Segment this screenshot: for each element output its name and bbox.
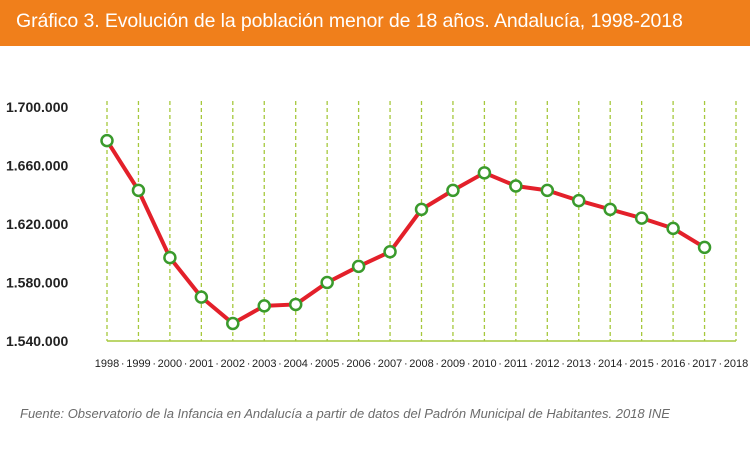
data-point-2007 bbox=[383, 245, 397, 259]
line-chart: 1.540.000 1.580.000 1.620.000 1.660.000 1.70… bbox=[6, 99, 748, 370]
x-tick-label-2006: 2006 bbox=[346, 358, 370, 370]
data-point-2008 bbox=[414, 202, 429, 217]
x-tick-label-2010: 2010 bbox=[472, 358, 496, 370]
data-point-2002 bbox=[226, 316, 240, 331]
x-tick-label-2011: 2011 bbox=[504, 358, 528, 370]
x-tick-separator: · bbox=[310, 358, 314, 370]
x-tick-label-2017: 2017 bbox=[692, 358, 716, 370]
data-point-2006 bbox=[351, 259, 366, 274]
x-tick-separator: · bbox=[435, 358, 439, 370]
data-point-2009 bbox=[446, 183, 460, 198]
x-tick-separator: · bbox=[561, 358, 565, 370]
data-point-2010 bbox=[477, 166, 492, 180]
data-point-1998 bbox=[100, 133, 114, 148]
x-tick-separator: · bbox=[404, 358, 408, 370]
x-tick-label-2008: 2008 bbox=[409, 358, 433, 370]
y-tick-label: 1.620.000 bbox=[6, 216, 68, 232]
data-point-2001 bbox=[194, 290, 209, 304]
y-tick-labels: 1.540.000 1.580.000 1.620.000 1.660.000 1.70… bbox=[6, 99, 68, 349]
data-point-2017 bbox=[697, 240, 712, 255]
x-tick-separator: · bbox=[278, 358, 282, 370]
x-tick-separator: · bbox=[372, 358, 376, 370]
x-tick-label-1998: 1998 bbox=[95, 358, 119, 370]
y-tick-label: 1.540.000 bbox=[6, 333, 68, 349]
x-tick-separator: · bbox=[624, 358, 628, 370]
x-tick-separator: · bbox=[687, 358, 691, 370]
x-tick-label-2018: 2018 bbox=[724, 358, 748, 370]
chart-title-bar: Gráfico 3. Evolución de la población men… bbox=[0, 0, 750, 46]
data-point-2005 bbox=[320, 275, 334, 290]
chart-title: Gráfico 3. Evolución de la población men… bbox=[16, 10, 683, 32]
x-tick-separator: · bbox=[467, 358, 471, 370]
x-tick-separator: · bbox=[184, 358, 188, 370]
data-point-2000 bbox=[163, 250, 177, 265]
x-tick-label-2001: 2001 bbox=[189, 358, 213, 370]
data-points bbox=[100, 133, 712, 331]
x-tick-separator: · bbox=[498, 358, 502, 370]
y-tick-label: 1.700.000 bbox=[6, 99, 68, 115]
x-tick-labels: 1998 · 1999 · 2000 · 2001 · 2002 · 2003 · 2004 · 2005 ·… bbox=[95, 358, 748, 370]
x-tick-label-1999: 1999 bbox=[126, 358, 150, 370]
x-tick-separator: · bbox=[215, 358, 219, 370]
data-point-2013 bbox=[572, 193, 586, 208]
data-point-2016 bbox=[666, 221, 680, 236]
x-tick-label-2015: 2015 bbox=[629, 358, 653, 370]
x-tick-label-2013: 2013 bbox=[567, 358, 591, 370]
x-tick-separator: · bbox=[152, 358, 156, 370]
axes bbox=[106, 101, 736, 342]
x-tick-label-2003: 2003 bbox=[252, 358, 276, 370]
source-note: Fuente: Observatorio de la Infancia en A… bbox=[20, 406, 670, 421]
x-tick-label-2014: 2014 bbox=[598, 358, 622, 370]
data-point-2003 bbox=[257, 299, 271, 313]
x-tick-separator: · bbox=[530, 358, 534, 370]
x-tick-separator: · bbox=[341, 358, 345, 370]
x-tick-label-2009: 2009 bbox=[441, 358, 465, 370]
data-point-2015 bbox=[634, 211, 649, 225]
x-tick-label-2000: 2000 bbox=[158, 358, 182, 370]
data-point-1999 bbox=[131, 183, 146, 198]
y-tick-label: 1.580.000 bbox=[6, 275, 68, 291]
x-tick-label-2005: 2005 bbox=[315, 358, 339, 370]
x-tick-label-2007: 2007 bbox=[378, 358, 402, 370]
x-tick-separator: · bbox=[247, 358, 251, 370]
x-tick-label-2016: 2016 bbox=[661, 358, 685, 370]
data-point-2004 bbox=[288, 297, 303, 312]
x-tick-separator: · bbox=[593, 358, 597, 370]
x-tick-separator: · bbox=[656, 358, 660, 370]
data-point-2012 bbox=[540, 183, 555, 198]
data-point-2014 bbox=[603, 202, 617, 217]
grid-lines bbox=[137, 101, 737, 341]
y-tick-label: 1.660.000 bbox=[6, 158, 68, 174]
data-point-2011 bbox=[509, 179, 523, 193]
x-tick-separator: · bbox=[718, 358, 722, 370]
x-tick-label-2012: 2012 bbox=[535, 358, 559, 370]
x-tick-label-2004: 2004 bbox=[283, 358, 307, 370]
x-tick-label-2002: 2002 bbox=[221, 358, 245, 370]
x-tick-separator: · bbox=[121, 358, 125, 370]
